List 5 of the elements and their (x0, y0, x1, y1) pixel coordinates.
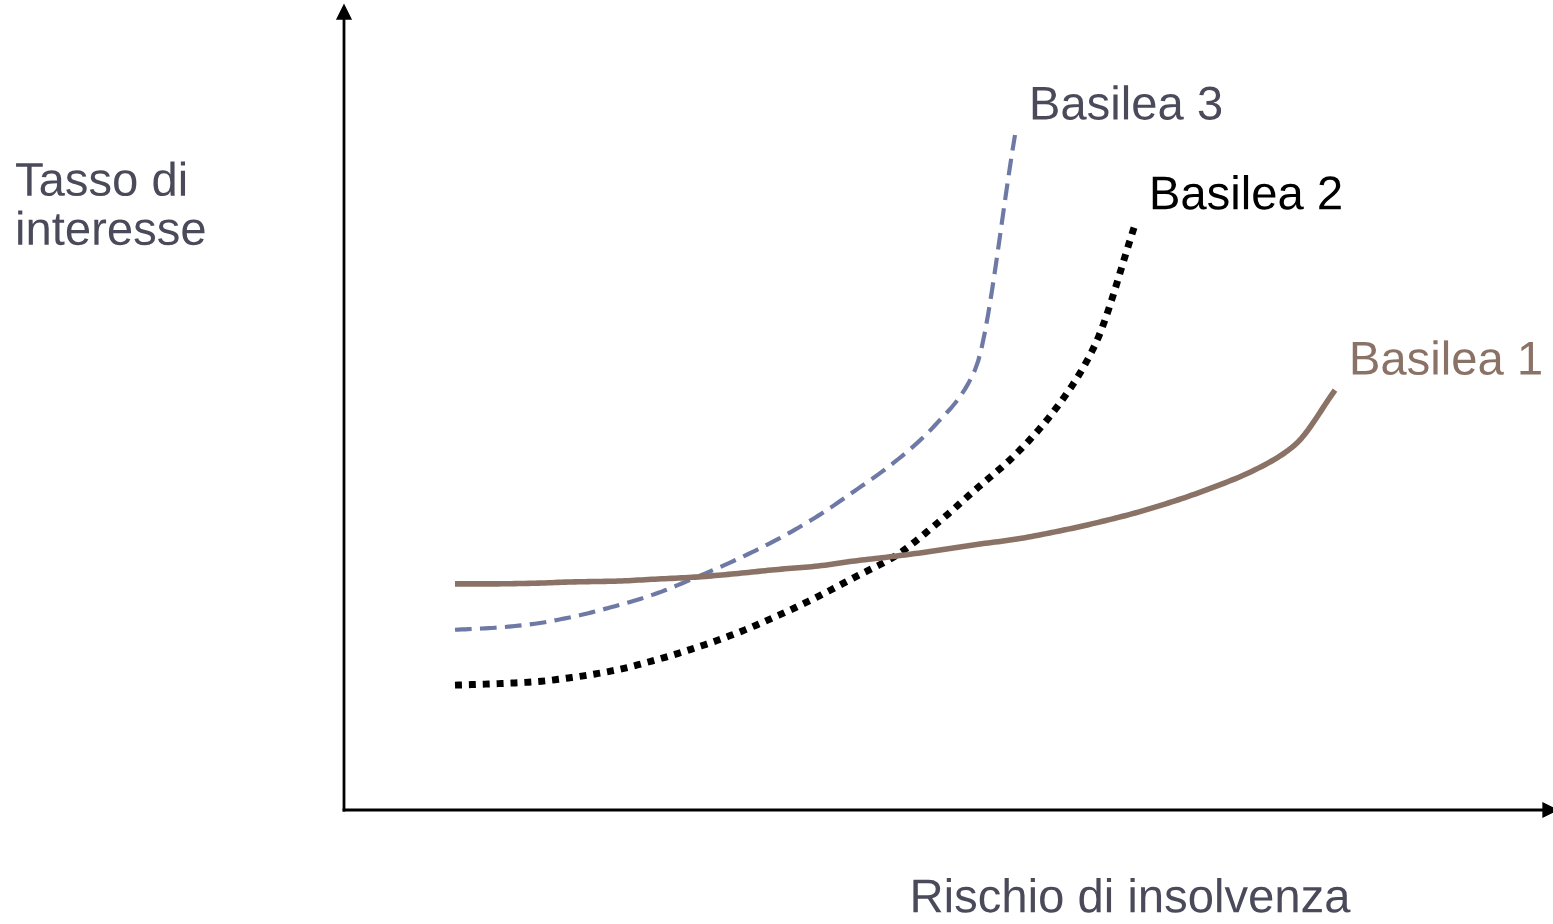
x-axis-title: Rischio di insolvenza (913, 877, 1351, 913)
y-axis-title: Tasso di interesse (16, 161, 205, 246)
series-label: Basilea 1 (1352, 340, 1541, 376)
series-label: Basilea 3 (1032, 85, 1222, 120)
series-label: Basilea 2 (1152, 174, 1341, 210)
